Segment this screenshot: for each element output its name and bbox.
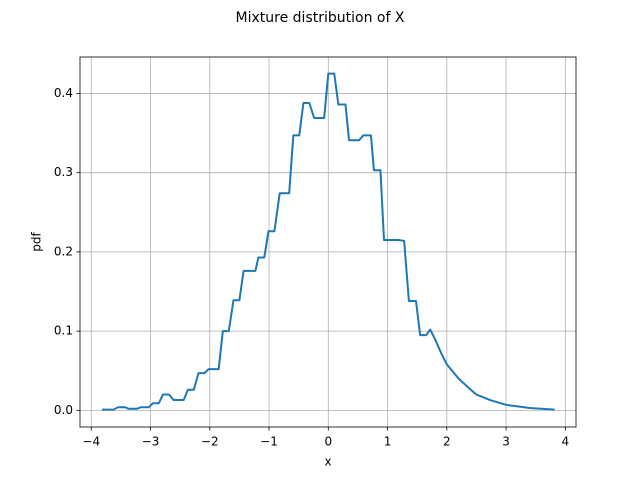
x-tick-label: 1 [384,435,392,449]
x-tick-label: 4 [562,435,570,449]
x-tick-label: 2 [443,435,451,449]
x-tick-label: 3 [502,435,510,449]
x-tick-label: −3 [142,435,160,449]
x-tick-label: −4 [82,435,100,449]
plot-frame [79,56,577,428]
y-tick-label: 0.4 [54,86,73,100]
chart-title: Mixture distribution of X [236,10,405,26]
y-tick-label: 0.0 [54,403,73,417]
y-axis-label: pdf [30,232,44,252]
y-tick-label: 0.2 [54,244,73,258]
x-tick-label: 0 [324,435,332,449]
y-tick-label: 0.1 [54,324,73,338]
x-tick-label: −1 [260,435,278,449]
x-tick-label: −2 [201,435,219,449]
y-tick-label: 0.3 [54,165,73,179]
line [101,72,555,411]
x-axis-label: x [324,455,331,469]
